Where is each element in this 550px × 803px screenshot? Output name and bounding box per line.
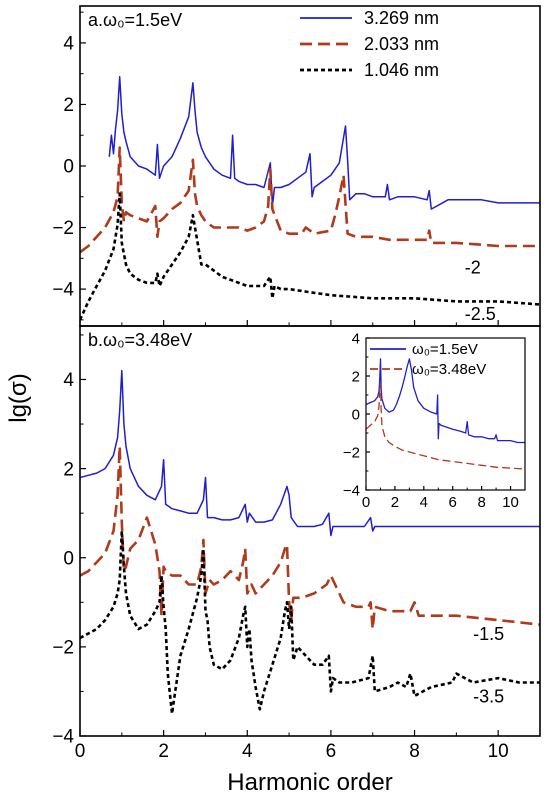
panel-label: a.ω₀=1.5eV (88, 10, 182, 30)
series-line-2 (80, 146, 540, 254)
series-line-1 (108, 76, 540, 210)
legend-label-1: 3.269 nm (364, 8, 439, 28)
series-line-3 (80, 192, 540, 321)
x-tick-label: 10 (488, 741, 509, 762)
legend-label-2: 2.033 nm (364, 34, 439, 54)
y-tick-label: −2 (343, 444, 360, 461)
y-tick-label: 2 (63, 95, 74, 116)
panel-a: −4 −2 0 2 4 a.ω₀=1.5eV -2 -2.5 3.269 nm 2.033 nm 1… (52, 5, 541, 327)
legend-label-3: 1.046 nm (364, 60, 439, 80)
x-tick-label: 2 (391, 494, 399, 511)
series-line-1 (366, 358, 525, 444)
annotation-label: -3.5 (473, 687, 504, 707)
x-tick-label: 0 (362, 494, 370, 511)
y-tick-label: 4 (352, 330, 360, 347)
annotation-label: -2.5 (465, 304, 496, 324)
x-tick-label: 10 (502, 494, 519, 511)
y-tick-label: 0 (352, 406, 360, 423)
x-tick-label: 6 (326, 741, 337, 762)
y-tick-label: 4 (63, 34, 74, 55)
y-tick-label: −4 (52, 727, 74, 748)
x-tick-label: 2 (158, 741, 169, 762)
y-tick-label: −2 (52, 638, 74, 659)
x-tick-label: 6 (449, 494, 457, 511)
panel-inset: −4 −2 0 2 4 0 2 4 6 8 10 ω₀=1.5eV ω₀=3.48eV (343, 330, 526, 511)
panel-b: −4 −2 0 2 4 0 2 4 6 8 10 b.ω₀=3.48eV -1.5 -3.5 (52, 325, 541, 762)
series-group (366, 358, 525, 470)
y-tick-label: 4 (63, 370, 74, 391)
y-tick-label: −4 (52, 280, 74, 301)
series-line-3 (80, 529, 540, 716)
series-line-2 (366, 382, 525, 470)
plot-frame (79, 325, 541, 737)
x-tick-label: 4 (420, 494, 428, 511)
annotation-label: -2 (465, 258, 481, 278)
x-tick-label: 0 (75, 741, 86, 762)
series-line-2 (80, 444, 540, 631)
inset-background (366, 338, 525, 490)
series-line-1 (80, 369, 540, 537)
panel-label: b.ω₀=3.48eV (88, 330, 192, 350)
x-tick-label: 8 (477, 494, 485, 511)
series-group (80, 369, 540, 716)
y-tick-label: 0 (63, 157, 74, 178)
y-tick-label: 2 (352, 368, 360, 385)
x-tick-label: 4 (242, 741, 253, 762)
annotation-label: -1.5 (473, 624, 504, 644)
y-tick-label: −2 (52, 218, 74, 239)
series-group (80, 76, 540, 321)
x-tick-label: 8 (409, 741, 420, 762)
inset-legend-label-2: ω₀=3.48eV (412, 361, 486, 378)
inset-legend-label-1: ω₀=1.5eV (412, 341, 478, 358)
y-tick-label: 2 (63, 459, 74, 480)
y-tick-label: 0 (63, 548, 74, 569)
y-tick-label: −4 (343, 482, 360, 499)
y-axis-label: lg(σ) (5, 373, 32, 422)
x-axis-label: Harmonic order (227, 769, 392, 796)
